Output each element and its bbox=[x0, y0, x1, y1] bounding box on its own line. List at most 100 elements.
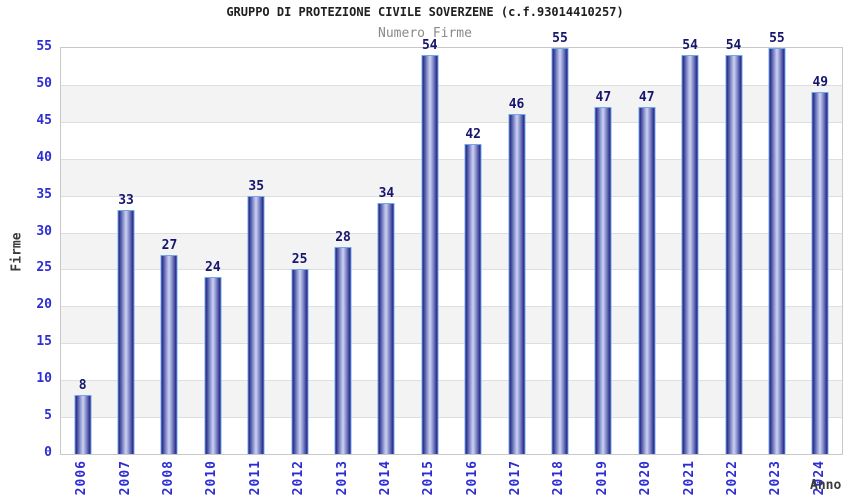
y-tick-label: 45 bbox=[36, 112, 52, 128]
x-tick: 2021 bbox=[667, 457, 710, 499]
bar-column: 54 bbox=[408, 39, 451, 454]
y-tick-label: 10 bbox=[36, 371, 52, 387]
y-tick-label: 0 bbox=[44, 445, 52, 460]
bar bbox=[594, 107, 612, 454]
y-tick-label: 35 bbox=[36, 186, 52, 202]
bar-value-label: 42 bbox=[465, 126, 482, 142]
x-tick-label: 2012 bbox=[291, 460, 307, 496]
grid-band bbox=[61, 84, 842, 122]
y-tick-label: 5 bbox=[44, 408, 52, 424]
x-tick: 2017 bbox=[494, 457, 537, 499]
x-tick-label: 2023 bbox=[768, 460, 784, 496]
plot-area: 8 33 27 24 35 25 28 34 54 42 46 55 47 47 54 54 55 49 bbox=[60, 32, 843, 455]
x-tick: 2011 bbox=[234, 457, 277, 499]
bar-column: 46 bbox=[495, 48, 538, 454]
bar-value-label: 35 bbox=[248, 178, 265, 194]
bar-column: 49 bbox=[799, 48, 842, 454]
grid-band bbox=[61, 269, 842, 306]
grid-band bbox=[61, 417, 842, 454]
bar bbox=[377, 203, 395, 454]
grid-band bbox=[61, 195, 842, 233]
y-tick-label: 20 bbox=[36, 297, 52, 313]
bar-value-label: 28 bbox=[335, 230, 351, 246]
bar-column: 42 bbox=[452, 48, 495, 454]
bar-value-label: 47 bbox=[595, 90, 612, 106]
y-tick-label: 30 bbox=[36, 223, 52, 239]
y-tick-label: 50 bbox=[36, 75, 52, 91]
x-tick: 2006 bbox=[60, 457, 103, 499]
bar-column: 24 bbox=[191, 48, 234, 454]
bar bbox=[768, 48, 786, 454]
x-tick: 2023 bbox=[754, 457, 797, 499]
bar-value-label: 54 bbox=[725, 38, 742, 54]
bar-column: 47 bbox=[582, 48, 625, 454]
x-tick: 2013 bbox=[320, 457, 363, 499]
bars-layer: 8 33 27 24 35 25 28 34 54 42 46 55 47 47 54 54 55 49 bbox=[61, 32, 842, 454]
y-tick-label: 25 bbox=[36, 260, 52, 276]
bar bbox=[681, 55, 699, 454]
bar bbox=[638, 107, 656, 454]
x-tick: 2008 bbox=[147, 457, 190, 499]
bar bbox=[247, 195, 265, 454]
bar bbox=[551, 48, 569, 454]
x-tick: 2019 bbox=[581, 457, 624, 499]
bar bbox=[811, 92, 829, 454]
x-tick-label: 2013 bbox=[334, 460, 350, 496]
bar-column: 34 bbox=[365, 48, 408, 454]
bar-value-label: 25 bbox=[291, 252, 308, 268]
bar-value-label: 33 bbox=[118, 193, 134, 209]
x-tick: 2007 bbox=[103, 457, 146, 499]
x-tick: 2015 bbox=[407, 457, 450, 499]
x-tick: 2010 bbox=[190, 457, 233, 499]
bar-value-label: 27 bbox=[161, 237, 178, 253]
x-tick-label: 2016 bbox=[464, 460, 480, 496]
x-tick: 2022 bbox=[711, 457, 754, 499]
y-tick-label: 55 bbox=[36, 39, 52, 54]
x-tick-label: 2017 bbox=[508, 460, 524, 496]
bar-column: 27 bbox=[148, 48, 191, 454]
x-tick-label: 2006 bbox=[74, 460, 90, 496]
x-tick-label: 2021 bbox=[681, 460, 697, 496]
bar-column: 35 bbox=[235, 48, 278, 454]
bar bbox=[464, 143, 482, 454]
x-tick-label: 2019 bbox=[594, 460, 610, 496]
bar-value-label: 55 bbox=[769, 31, 785, 46]
bar bbox=[334, 247, 352, 454]
grid-band bbox=[61, 380, 842, 418]
x-tick: 2014 bbox=[364, 457, 407, 499]
bar-value-label: 54 bbox=[682, 38, 698, 54]
chart-title: GRUPPO DI PROTEZIONE CIVILE SOVERZENE (c… bbox=[226, 5, 624, 19]
bar-column: 54 bbox=[668, 39, 711, 454]
bar bbox=[117, 210, 135, 454]
bar bbox=[291, 269, 309, 454]
bar-value-label: 49 bbox=[812, 75, 829, 91]
bar-column: 8 bbox=[61, 48, 104, 454]
x-tick-label: 2015 bbox=[421, 460, 437, 496]
bar-value-label: 47 bbox=[638, 90, 655, 106]
bar-value-label: 55 bbox=[552, 31, 568, 46]
x-tick-label: 2007 bbox=[117, 460, 133, 496]
bar-value-label: 54 bbox=[421, 38, 438, 54]
x-tick-label: 2011 bbox=[247, 460, 263, 496]
x-tick-label: 2022 bbox=[725, 460, 741, 496]
bar bbox=[421, 55, 439, 454]
x-axis-title: Anno bbox=[810, 478, 842, 493]
bar-column: 33 bbox=[104, 48, 147, 454]
bar-value-label: 8 bbox=[78, 377, 87, 393]
x-tick: 2012 bbox=[277, 457, 320, 499]
grid-band bbox=[61, 121, 842, 159]
x-tick: 2016 bbox=[451, 457, 494, 499]
chart-subtitle: Numero Firme bbox=[378, 26, 472, 41]
y-tick-label: 40 bbox=[36, 149, 52, 165]
bar-column: 47 bbox=[625, 48, 668, 454]
x-tick-label: 2014 bbox=[377, 460, 393, 496]
bar bbox=[74, 394, 92, 454]
x-tick-label: 2008 bbox=[160, 460, 176, 496]
grid-band bbox=[61, 343, 842, 380]
x-axis: 2006 2007 2008 2010 2011 2012 2013 2014 2015 2016… bbox=[60, 457, 841, 499]
x-tick-label: 2010 bbox=[204, 460, 220, 496]
grid-band bbox=[61, 158, 842, 196]
grid-band bbox=[61, 232, 842, 270]
grid-band bbox=[61, 306, 842, 344]
x-tick-label: 2018 bbox=[551, 460, 567, 496]
